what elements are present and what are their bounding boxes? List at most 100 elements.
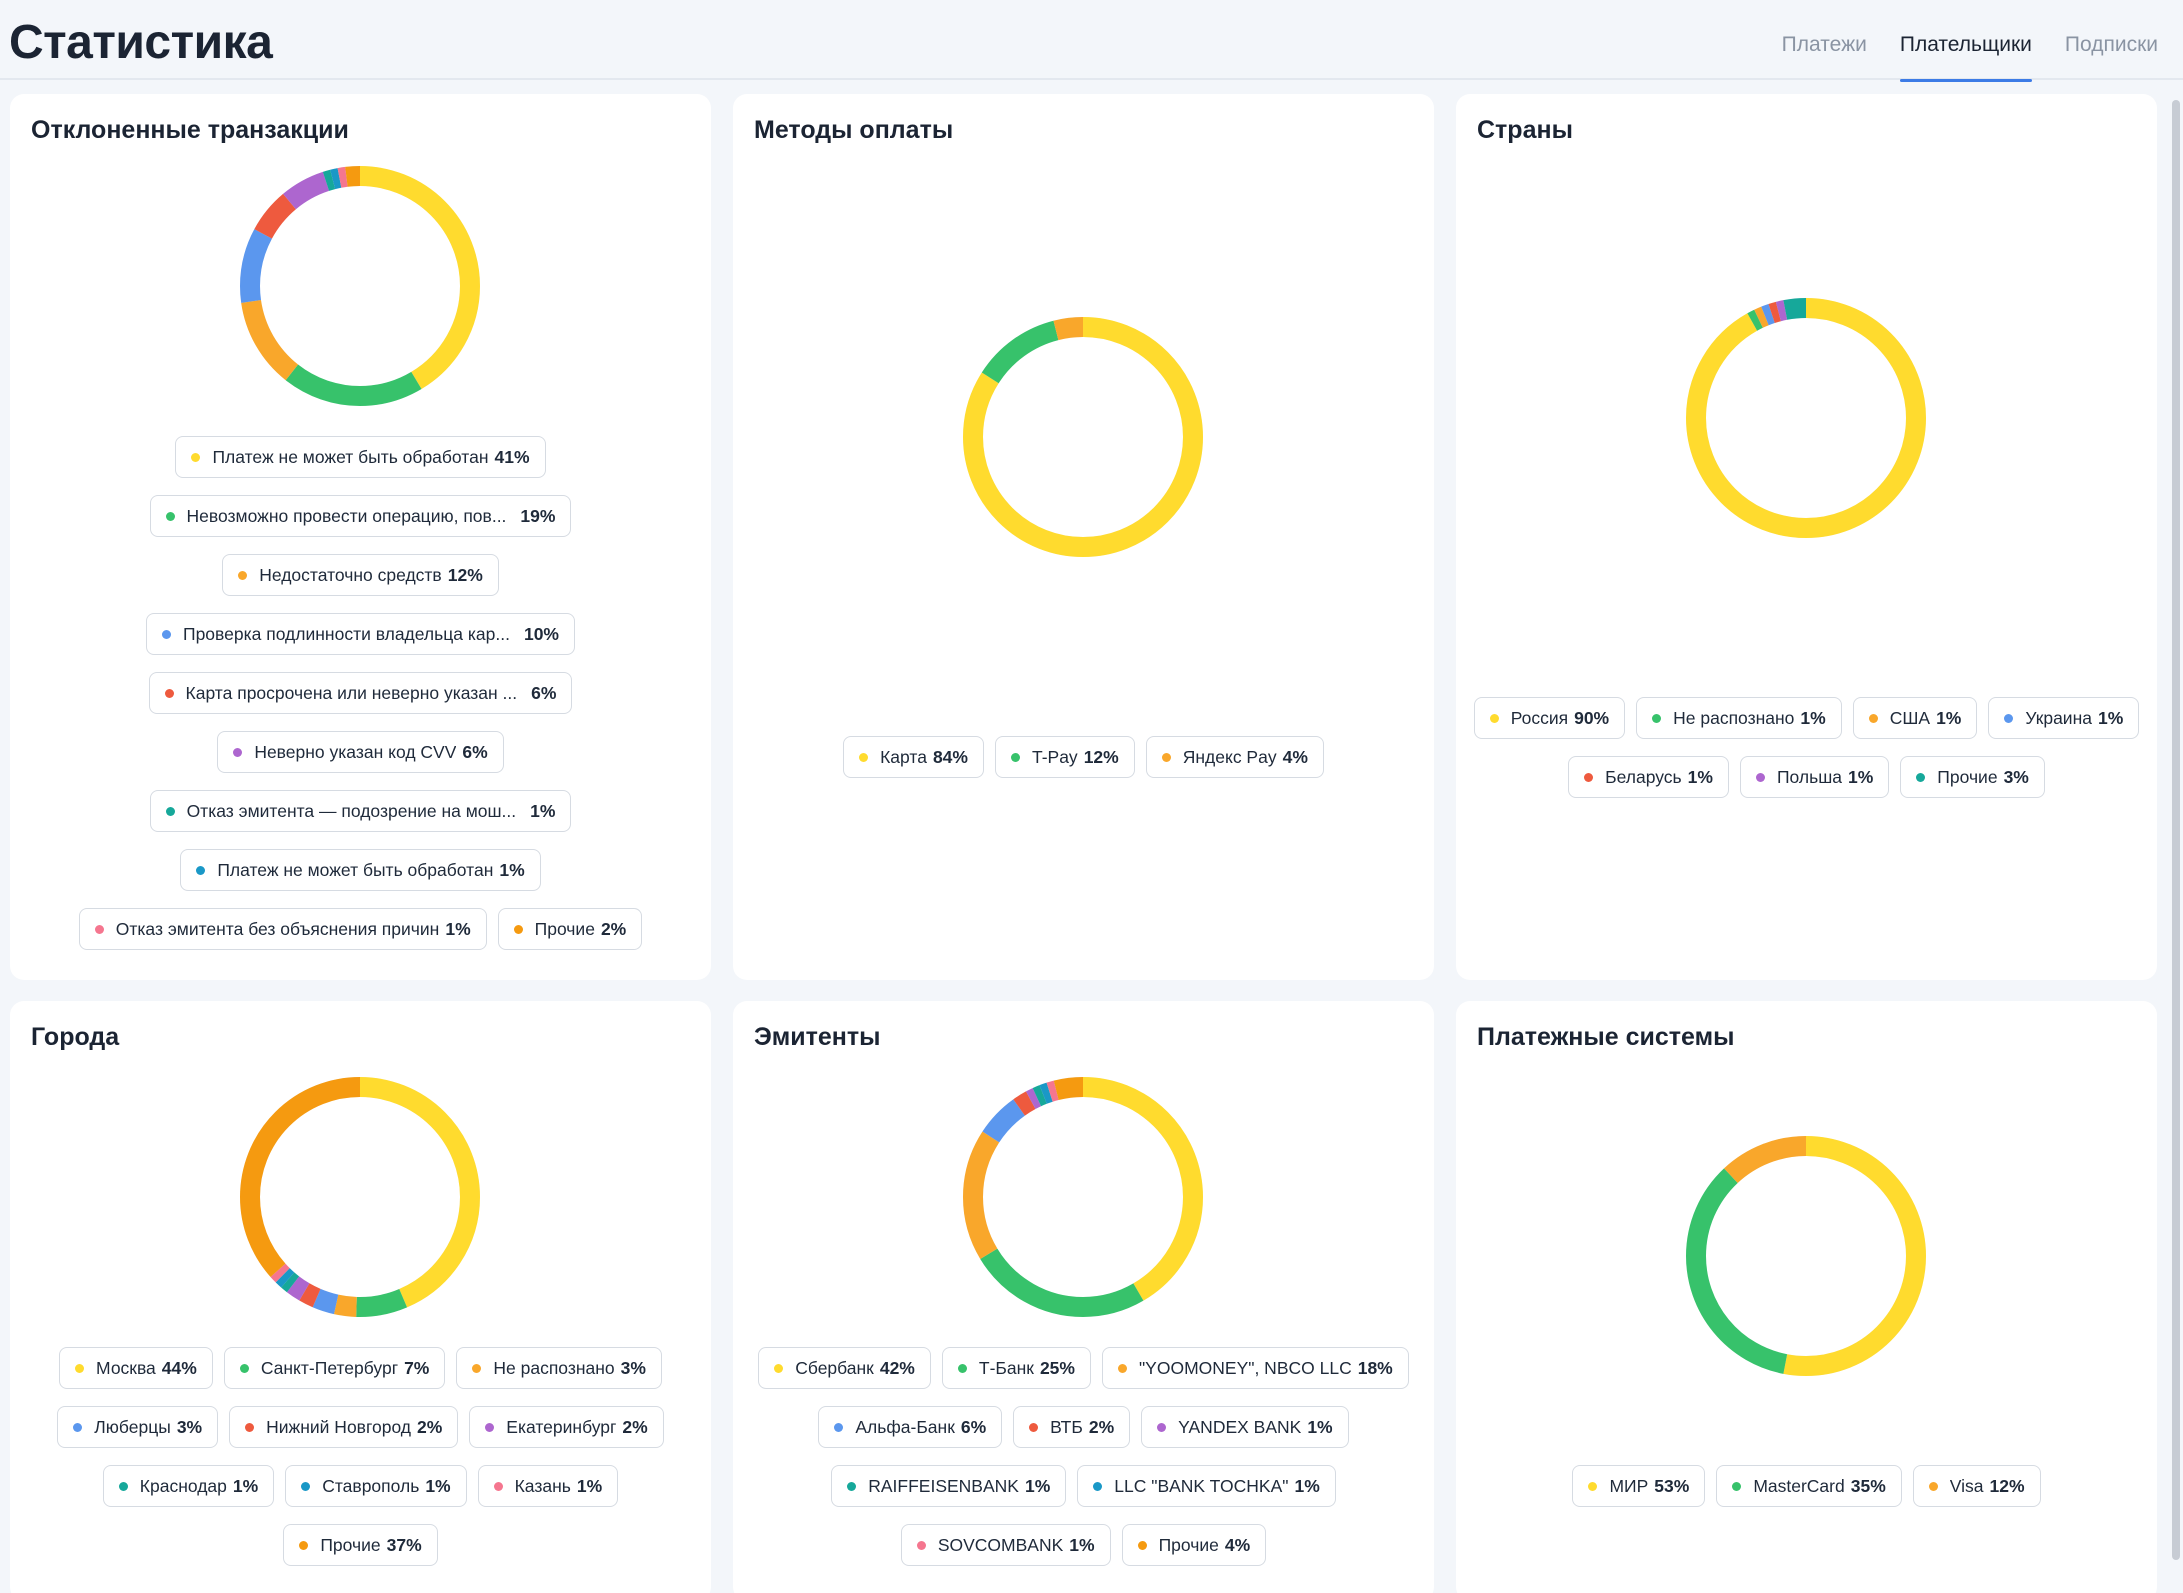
legend-row: Платеж не может быть обработан 41%	[175, 436, 546, 478]
legend-label: Россия	[1510, 707, 1569, 728]
donut-slice[interactable]	[963, 1077, 1203, 1317]
donut-slice[interactable]	[240, 1077, 480, 1317]
donut-slice[interactable]	[1686, 298, 1926, 538]
legend-item[interactable]: Сбербанк 42%	[758, 1347, 931, 1389]
legend-item[interactable]: Украина 1%	[1988, 697, 2140, 739]
donut-chart	[1686, 1136, 1926, 1376]
legend-label: Ставрополь	[322, 1475, 420, 1496]
legend-item[interactable]: Екатеринбург 2%	[469, 1406, 664, 1448]
vertical-scrollbar[interactable]	[2169, 80, 2183, 1593]
scrollbar-thumb[interactable]	[2172, 100, 2180, 1560]
donut-slice[interactable]	[240, 166, 480, 406]
legend-percent: 90%	[1574, 707, 1610, 728]
legend-item[interactable]: Краснодар 1%	[102, 1465, 275, 1507]
donut-slice[interactable]	[963, 317, 1203, 557]
legend-item[interactable]: Невозможно провести операцию, пов... 19%	[149, 495, 572, 537]
chart-legend: Платеж не может быть обработан 41% Невозмо…	[10, 436, 711, 950]
legend-item[interactable]: Недостаточно средств 12%	[222, 554, 499, 596]
legend-item[interactable]: Карта просрочена или неверно указан ... 6…	[148, 672, 573, 714]
legend-item[interactable]: LLC "BANK TOCHKA" 1%	[1077, 1465, 1336, 1507]
legend-label: Visa	[1949, 1475, 1984, 1496]
legend-item[interactable]: RAIFFEISENBANK 1%	[831, 1465, 1067, 1507]
legend-row: Недостаточно средств 12%	[222, 554, 499, 596]
legend-percent: 12%	[447, 564, 483, 585]
legend-row: Люберцы 3% Нижний Новгород 2% Екатеринбург 2%	[57, 1406, 664, 1448]
legend-item[interactable]: Т-Банк 25%	[941, 1347, 1091, 1389]
legend-item[interactable]: Россия 90%	[1473, 697, 1626, 739]
legend-item[interactable]: Отказ эмитента без объяснения причин 1%	[78, 908, 487, 950]
tab-subscriptions[interactable]: Подписки	[2064, 33, 2158, 56]
card-title: Отклоненные транзакции	[31, 116, 349, 144]
legend-dot-icon	[2004, 713, 2014, 723]
legend-item[interactable]: Платеж не может быть обработан 1%	[180, 849, 541, 891]
legend-percent: 1%	[499, 859, 525, 880]
legend-percent: 3%	[176, 1416, 203, 1437]
donut-slice[interactable]	[240, 166, 480, 406]
legend-item[interactable]: Карта 84%	[843, 736, 984, 778]
legend-item[interactable]: MasterCard 35%	[1716, 1465, 1902, 1507]
legend-item[interactable]: Санкт-Петербург 7%	[223, 1347, 446, 1389]
legend-dot-icon	[472, 1363, 482, 1373]
donut-slice[interactable]	[963, 1077, 1203, 1317]
tab-payers[interactable]: Плательщики	[1899, 33, 2032, 82]
card-title: Города	[31, 1023, 120, 1051]
chart-legend: Карта 84% T-Pay 12% Яндекс Pay 4%	[733, 736, 1434, 778]
legend-dot-icon	[1652, 713, 1662, 723]
legend-item[interactable]: Ставрополь 1%	[285, 1465, 467, 1507]
legend-item[interactable]: США 1%	[1852, 697, 1978, 739]
tab-payments[interactable]: Платежи	[1781, 33, 1867, 56]
legend-item[interactable]: МИР 53%	[1572, 1465, 1706, 1507]
legend-item[interactable]: Неверно указан код CVV 6%	[217, 731, 504, 773]
legend-percent: 41%	[494, 446, 530, 467]
donut-chart	[240, 1077, 480, 1317]
legend-item[interactable]: T-Pay 12%	[994, 736, 1135, 778]
legend-item[interactable]: Польша 1%	[1739, 756, 1890, 798]
legend-label: Альфа-Банк	[855, 1416, 955, 1437]
donut-slice[interactable]	[963, 1077, 1203, 1317]
legend-item[interactable]: Беларусь 1%	[1568, 756, 1729, 798]
legend-item[interactable]: SOVCOMBANK 1%	[900, 1524, 1111, 1566]
legend-label: Сбербанк	[795, 1357, 874, 1378]
donut-chart	[963, 317, 1203, 557]
donut-slice[interactable]	[1686, 298, 1926, 538]
legend-item[interactable]: Люберцы 3%	[57, 1406, 219, 1448]
legend-item[interactable]: Не распознано 1%	[1636, 697, 1842, 739]
legend-percent: 37%	[386, 1534, 422, 1555]
legend-item[interactable]: Нижний Новгород 2%	[229, 1406, 459, 1448]
legend-item[interactable]: ВТБ 2%	[1013, 1406, 1131, 1448]
legend-row: Неверно указан код CVV 6%	[217, 731, 504, 773]
legend-dot-icon	[1928, 1481, 1938, 1491]
legend-item[interactable]: Прочие 4%	[1121, 1524, 1267, 1566]
legend-item[interactable]: Прочие 2%	[497, 908, 643, 950]
legend-row: Прочие 37%	[283, 1524, 438, 1566]
legend-item[interactable]: Платеж не может быть обработан 41%	[175, 436, 546, 478]
donut-slice[interactable]	[1686, 1136, 1926, 1376]
legend-dot-icon	[1137, 1540, 1147, 1550]
legend-item[interactable]: YANDEX BANK 1%	[1141, 1406, 1349, 1448]
page-header: Статистика Платежи Плательщики Подписки	[0, 5, 2183, 82]
legend-item[interactable]: Яндекс Pay 4%	[1145, 736, 1324, 778]
legend-row: Краснодар 1% Ставрополь 1% Казань 1%	[102, 1465, 619, 1507]
legend-item[interactable]: Москва 44%	[59, 1347, 213, 1389]
legend-item[interactable]: Прочие 3%	[1900, 756, 2045, 798]
legend-item[interactable]: Казань 1%	[477, 1465, 619, 1507]
legend-percent: 2%	[622, 1416, 648, 1437]
legend-item[interactable]: Visa 12%	[1912, 1465, 2041, 1507]
legend-percent: 6%	[531, 682, 557, 703]
legend-item[interactable]: Проверка подлинности владельца кар... 10%	[145, 613, 575, 655]
legend-label: Проверка подлинности владельца кар...	[182, 623, 510, 644]
legend-percent: 1%	[1936, 707, 1962, 728]
donut-slice[interactable]	[240, 1077, 480, 1317]
legend-item[interactable]: Прочие 37%	[283, 1524, 438, 1566]
legend-item[interactable]: Отказ эмитента — подозрение на мош... 1%	[149, 790, 572, 832]
legend-item[interactable]: Альфа-Банк 6%	[818, 1406, 1003, 1448]
donut-chart	[1686, 298, 1926, 538]
donut-slice[interactable]	[1686, 1136, 1926, 1376]
legend-item[interactable]: "YOOMONEY", NBCO LLC 18%	[1101, 1347, 1409, 1389]
legend-row: Карта 84% T-Pay 12% Яндекс Pay 4%	[843, 736, 1324, 778]
legend-row: SOVCOMBANK 1% Прочие 4%	[900, 1524, 1267, 1566]
legend-label: Недостаточно средств	[259, 564, 442, 585]
donut-slice[interactable]	[240, 166, 480, 406]
card-payment-systems: Платежные системы МИР 53% MasterCard 35% Vis…	[1456, 1001, 2157, 1593]
legend-item[interactable]: Не распознано 3%	[456, 1347, 662, 1389]
